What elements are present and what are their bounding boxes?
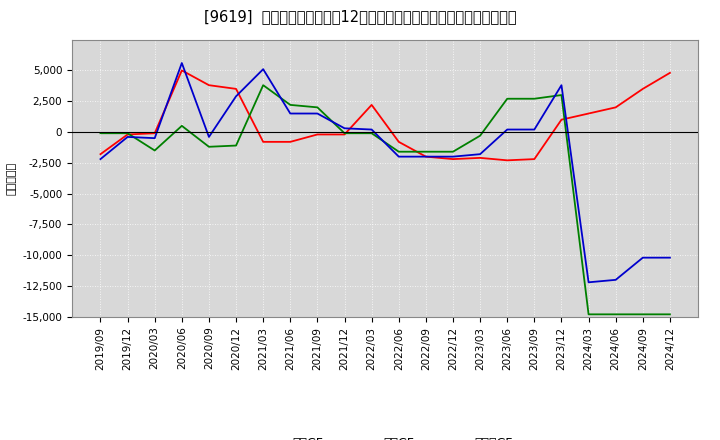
営業CF: [503, 158, 511, 163]
投資CF: [584, 312, 593, 317]
フリーCF: [395, 154, 403, 159]
フリーCF: [557, 83, 566, 88]
投資CF: [557, 92, 566, 98]
Text: [9619]  キャッシュフローの12か月移動合計の対前年同期増減額の推移: [9619] キャッシュフローの12か月移動合計の対前年同期増減額の推移: [204, 9, 516, 24]
営業CF: [476, 155, 485, 161]
投資CF: [150, 148, 159, 153]
フリーCF: [449, 154, 457, 159]
営業CF: [584, 111, 593, 116]
投資CF: [341, 131, 349, 136]
投資CF: [367, 131, 376, 136]
営業CF: [178, 68, 186, 73]
投資CF: [421, 149, 430, 154]
投資CF: [178, 123, 186, 128]
フリーCF: [204, 134, 213, 139]
営業CF: [204, 83, 213, 88]
フリーCF: [611, 277, 620, 282]
フリーCF: [665, 255, 674, 260]
営業CF: [123, 132, 132, 137]
営業CF: [530, 157, 539, 162]
投資CF: [476, 133, 485, 138]
投資CF: [665, 312, 674, 317]
投資CF: [96, 131, 105, 136]
営業CF: [341, 132, 349, 137]
フリーCF: [503, 127, 511, 132]
投資CF: [259, 83, 268, 88]
Legend: 営業CF, 投資CF, フリーCF: 営業CF, 投資CF, フリーCF: [253, 432, 518, 440]
フリーCF: [150, 136, 159, 141]
営業CF: [150, 131, 159, 136]
フリーCF: [421, 154, 430, 159]
フリーCF: [530, 127, 539, 132]
投資CF: [503, 96, 511, 101]
フリーCF: [639, 255, 647, 260]
投資CF: [204, 144, 213, 150]
営業CF: [421, 154, 430, 159]
営業CF: [259, 139, 268, 144]
Line: 投資CF: 投資CF: [101, 85, 670, 314]
営業CF: [449, 157, 457, 162]
営業CF: [665, 70, 674, 76]
投資CF: [395, 149, 403, 154]
営業CF: [232, 86, 240, 92]
投資CF: [232, 143, 240, 148]
フリーCF: [367, 127, 376, 132]
フリーCF: [259, 66, 268, 72]
フリーCF: [96, 157, 105, 162]
フリーCF: [123, 134, 132, 139]
営業CF: [557, 117, 566, 122]
フリーCF: [232, 94, 240, 99]
投資CF: [639, 312, 647, 317]
投資CF: [286, 102, 294, 107]
投資CF: [611, 312, 620, 317]
Y-axis label: （百万円）: （百万円）: [6, 161, 17, 195]
フリーCF: [584, 280, 593, 285]
投資CF: [313, 105, 322, 110]
フリーCF: [341, 126, 349, 131]
営業CF: [367, 102, 376, 107]
営業CF: [96, 151, 105, 157]
投資CF: [449, 149, 457, 154]
Line: 営業CF: 営業CF: [101, 70, 670, 160]
フリーCF: [178, 60, 186, 66]
投資CF: [123, 131, 132, 136]
投資CF: [530, 96, 539, 101]
フリーCF: [313, 111, 322, 116]
フリーCF: [476, 151, 485, 157]
営業CF: [639, 86, 647, 92]
Line: フリーCF: フリーCF: [101, 63, 670, 282]
営業CF: [395, 139, 403, 144]
フリーCF: [286, 111, 294, 116]
営業CF: [286, 139, 294, 144]
営業CF: [611, 105, 620, 110]
営業CF: [313, 132, 322, 137]
